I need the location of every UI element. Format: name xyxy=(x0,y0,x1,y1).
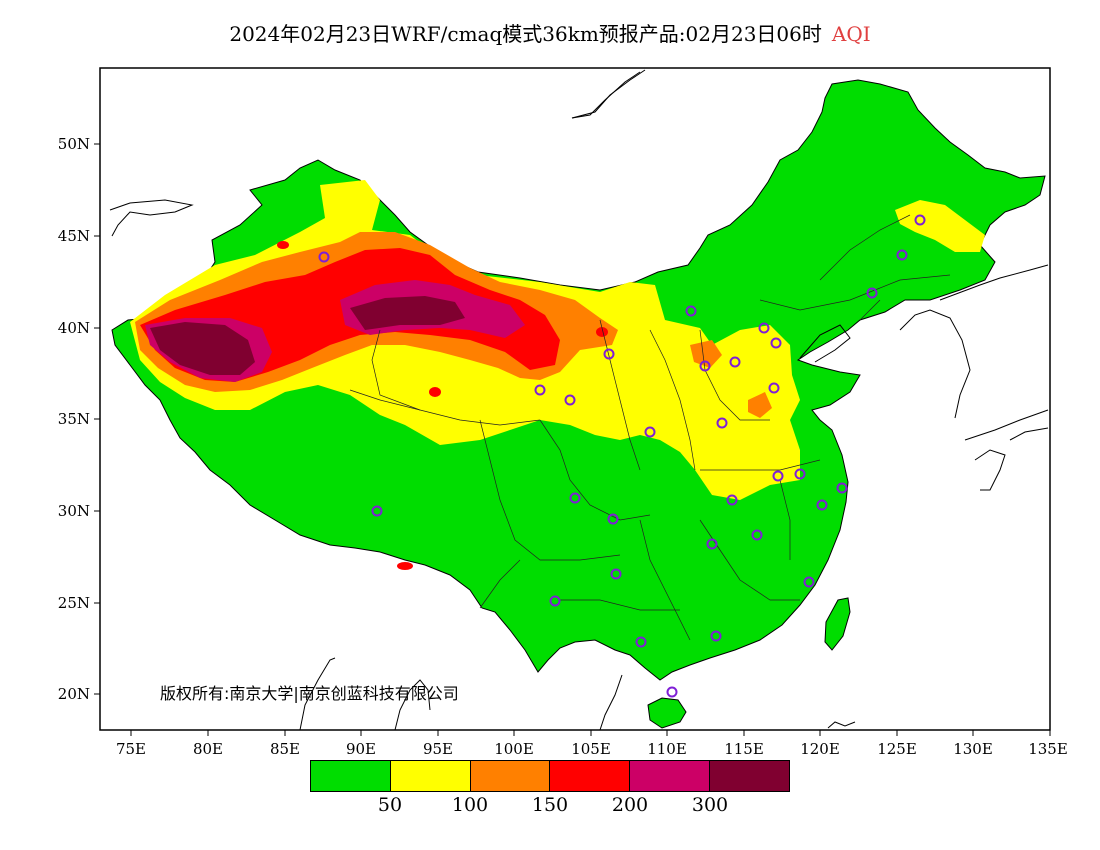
y-axis xyxy=(94,143,100,695)
station-marker xyxy=(794,468,806,480)
station-marker xyxy=(534,384,546,396)
station-marker xyxy=(371,505,383,517)
station-marker xyxy=(635,636,647,648)
x-tick-label: 110E xyxy=(647,740,687,758)
legend-swatch-3 xyxy=(470,761,551,791)
station-marker xyxy=(549,595,561,607)
province-borders xyxy=(349,214,951,641)
station-marker xyxy=(603,348,615,360)
legend-swatch-2 xyxy=(390,761,471,791)
legend-label: 200 xyxy=(611,794,649,816)
x-axis xyxy=(130,730,1051,736)
x-tick-label: 90E xyxy=(346,740,376,758)
monitoring-stations xyxy=(318,214,926,698)
station-marker xyxy=(710,630,722,642)
station-marker xyxy=(644,426,656,438)
legend-swatch-1 xyxy=(311,761,391,791)
station-marker xyxy=(716,417,728,429)
station-marker xyxy=(318,251,330,263)
x-tick-label: 100E xyxy=(494,740,534,758)
station-marker xyxy=(758,322,770,334)
x-tick-label: 75E xyxy=(116,740,146,758)
aqi-orange-patch-1 xyxy=(690,340,722,368)
station-marker xyxy=(729,356,741,368)
station-marker xyxy=(610,568,622,580)
x-tick-label: 95E xyxy=(423,740,453,758)
station-marker xyxy=(706,538,718,550)
station-marker xyxy=(726,494,738,506)
legend-swatch-5 xyxy=(630,761,711,791)
aqi-red-spot-2 xyxy=(429,387,441,397)
station-marker xyxy=(836,482,848,494)
x-tick-label: 120E xyxy=(800,740,840,758)
y-tick-label: 40N xyxy=(58,319,90,337)
x-tick-label: 130E xyxy=(953,740,993,758)
legend-label: 150 xyxy=(531,794,569,816)
x-tick-label: 80E xyxy=(193,740,223,758)
legend-swatch-4 xyxy=(550,761,631,791)
aqi-darkred-region-2 xyxy=(350,296,465,330)
y-tick-label: 45N xyxy=(58,227,90,245)
x-tick-label: 115E xyxy=(724,740,764,758)
station-marker xyxy=(816,499,828,511)
station-marker xyxy=(772,470,784,482)
hainan-island xyxy=(647,697,687,729)
station-marker xyxy=(896,249,908,261)
y-tick-labels: 50N 45N 40N 35N 30N 25N 20N xyxy=(58,135,90,703)
station-marker xyxy=(564,394,576,406)
y-tick-label: 25N xyxy=(58,594,90,612)
station-marker xyxy=(751,529,763,541)
legend-label: 300 xyxy=(691,794,729,816)
station-marker xyxy=(914,214,926,226)
station-marker xyxy=(768,382,780,394)
legend-label: 100 xyxy=(451,794,489,816)
aqi-orange-patch-3 xyxy=(578,322,612,342)
title-text: 2024年02月23日WRF/cmaq模式36km预报产品:02月23日06时 xyxy=(229,22,822,46)
x-tick-label: 105E xyxy=(571,740,611,758)
y-tick-label: 50N xyxy=(58,135,90,153)
aqi-orange-patch-2 xyxy=(748,392,772,418)
y-tick-label: 30N xyxy=(58,502,90,520)
station-marker xyxy=(770,337,782,349)
aqi-yellow-northeast xyxy=(895,200,985,252)
legend-labels: 50 100 150 200 300 xyxy=(310,794,790,818)
map-frame xyxy=(99,67,1051,731)
x-tick-label: 85E xyxy=(270,740,300,758)
legend-label: 50 xyxy=(377,794,403,816)
title-variable: AQI xyxy=(831,22,871,46)
taiwan-island xyxy=(824,597,851,651)
copyright-text: 版权所有:南京大学|南京创蓝科技有限公司 xyxy=(160,684,459,703)
color-legend xyxy=(310,760,790,792)
x-tick-labels: 75E 80E 85E 90E 95E 100E 105E 110E 115E … xyxy=(116,740,1068,758)
y-tick-label: 20N xyxy=(58,685,90,703)
station-marker xyxy=(699,360,711,372)
neighbor-coastlines xyxy=(109,69,1049,730)
aqi-red-spot-4 xyxy=(596,327,608,337)
aqi-red-spot-1 xyxy=(277,241,289,249)
station-marker xyxy=(803,576,815,588)
legend-swatch-6 xyxy=(710,761,789,791)
aqi-darkred-region xyxy=(150,322,255,375)
y-tick-label: 35N xyxy=(58,410,90,428)
x-tick-label: 125E xyxy=(877,740,917,758)
station-marker xyxy=(866,287,878,299)
aqi-red-spot-3 xyxy=(397,562,413,570)
station-marker xyxy=(569,492,581,504)
x-tick-label: 135E xyxy=(1028,740,1068,758)
station-marker xyxy=(666,686,678,698)
station-marker xyxy=(685,305,697,317)
map-title: 2024年02月23日WRF/cmaq模式36km预报产品:02月23日06时 A… xyxy=(0,18,1100,47)
station-marker xyxy=(607,513,619,525)
